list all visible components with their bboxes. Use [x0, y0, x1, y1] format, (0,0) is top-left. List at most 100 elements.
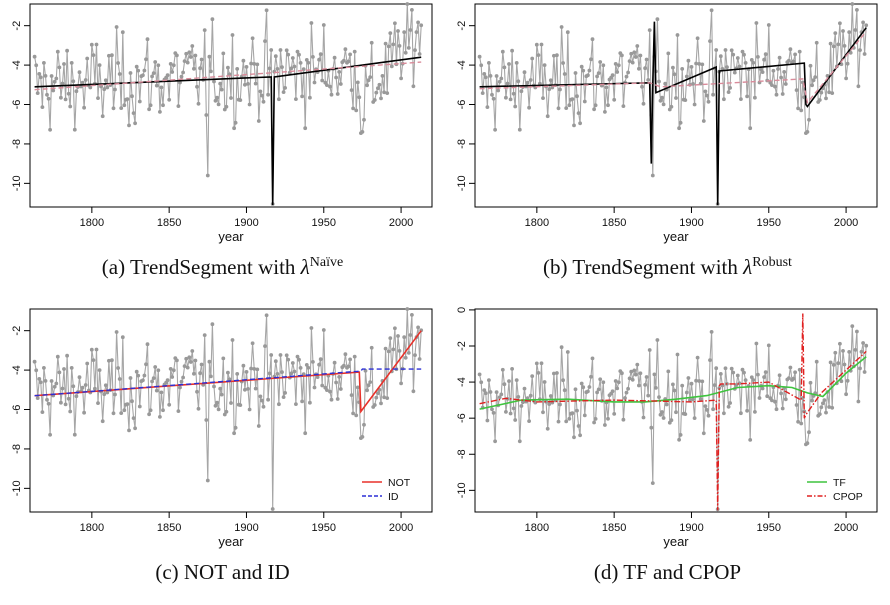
data-point	[202, 333, 207, 337]
data-point	[158, 110, 162, 114]
data-point	[683, 412, 688, 416]
data-point	[828, 41, 833, 46]
data-point	[646, 393, 651, 398]
data-point	[633, 55, 638, 59]
data-point	[62, 367, 66, 371]
panel-caption: (a) TrendSegment with λNaïve	[0, 255, 445, 280]
data-point	[147, 412, 152, 417]
data-point	[783, 397, 788, 402]
data-point	[113, 87, 117, 92]
data-point	[706, 99, 711, 104]
data-point	[695, 355, 700, 360]
data-point	[770, 398, 774, 403]
data-point	[723, 366, 728, 371]
data-point	[103, 78, 108, 83]
data-point	[491, 96, 496, 101]
data-point	[224, 104, 229, 109]
data-point	[393, 21, 397, 26]
data-point	[269, 353, 274, 357]
data-point	[844, 76, 848, 81]
data-point	[592, 107, 596, 112]
data-point	[626, 70, 630, 75]
data-point	[853, 348, 858, 352]
data-point	[213, 403, 218, 408]
data-point	[187, 355, 192, 360]
data-point	[328, 84, 332, 89]
data-point	[672, 388, 677, 393]
data-point	[615, 70, 620, 74]
data-point	[238, 403, 243, 407]
data-point	[753, 95, 757, 100]
data-point	[799, 421, 804, 426]
data-point	[582, 413, 587, 418]
data-point	[385, 396, 390, 400]
data-point	[652, 372, 657, 377]
data-point	[49, 74, 54, 78]
data-point	[269, 48, 274, 52]
data-point	[596, 387, 601, 392]
data-point	[494, 390, 499, 394]
data-point	[680, 383, 685, 388]
data-point	[182, 59, 187, 63]
data-point	[419, 23, 424, 28]
x-tick-label: 1950	[757, 217, 781, 229]
chart-panel-3: 1800 1850 1900 1950 2000 -10 -8 -6 -4 -2 year NOT ID…	[0, 305, 445, 605]
data-point	[266, 397, 270, 402]
legend-label: TF	[833, 477, 846, 489]
x-tick-label: 2000	[389, 217, 413, 229]
data-point	[590, 37, 595, 42]
data-point	[230, 338, 235, 342]
data-point	[116, 61, 120, 65]
data-point	[195, 84, 199, 89]
plot-frame	[29, 308, 433, 513]
data-point	[807, 117, 811, 122]
data-point	[671, 65, 675, 70]
data-point	[698, 397, 703, 401]
data-point	[315, 375, 320, 379]
data-point	[82, 105, 86, 110]
data-point	[161, 103, 165, 108]
data-point	[385, 91, 390, 95]
data-point	[610, 73, 615, 78]
data-point	[199, 57, 204, 62]
data-point	[827, 405, 831, 409]
data-point	[708, 358, 712, 362]
data-point	[349, 393, 354, 397]
data-point	[192, 66, 196, 71]
data-point	[751, 60, 756, 65]
data-point	[406, 46, 411, 50]
x-tick-label: 1850	[157, 217, 181, 229]
data-point	[794, 403, 799, 407]
data-point	[416, 325, 420, 330]
data-point	[508, 411, 513, 416]
data-point	[292, 64, 297, 69]
data-point	[647, 28, 652, 32]
data-point	[263, 344, 267, 348]
data-point	[748, 126, 753, 131]
data-point	[48, 432, 52, 437]
data-point	[692, 102, 697, 107]
data-point	[410, 313, 414, 317]
data-point	[215, 95, 220, 100]
data-point	[576, 424, 581, 428]
data-point	[114, 25, 119, 29]
data-point	[389, 64, 394, 69]
data-point	[562, 72, 567, 76]
data-point	[133, 426, 138, 431]
data-point	[496, 88, 501, 93]
x-tick-label: 1850	[602, 217, 626, 229]
data-point	[355, 80, 360, 85]
data-point	[579, 381, 584, 386]
data-point	[525, 396, 530, 400]
caption-text: (c) NOT and ID	[155, 560, 290, 584]
data-point	[510, 367, 514, 371]
y-tick-label: -10	[456, 482, 468, 498]
data-point	[151, 71, 156, 75]
data-point	[610, 389, 615, 394]
legend-label: CPOP	[833, 491, 863, 503]
data-point	[565, 30, 570, 35]
data-point	[148, 408, 153, 413]
y-tick-label: -2	[456, 341, 468, 351]
data-point	[493, 127, 497, 132]
data-point	[595, 74, 599, 79]
